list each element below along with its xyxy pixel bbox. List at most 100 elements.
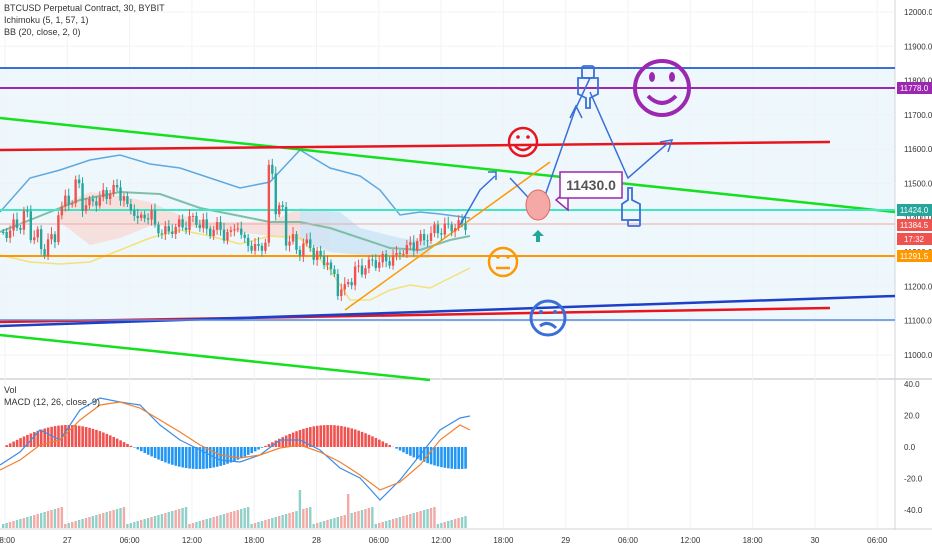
macd-hist-bar (154, 447, 157, 458)
volume-bar (54, 509, 56, 528)
volume-bar (202, 520, 204, 528)
volume-bar (226, 513, 228, 528)
volume-bar (250, 524, 252, 528)
candle-body (47, 239, 49, 256)
macd-hist-bar (112, 437, 115, 447)
candle-body (275, 174, 277, 215)
price-tick-label: 11000.0 (904, 351, 932, 360)
macd-hist-bar (451, 447, 454, 469)
price-tag[interactable]: 17:32 (897, 233, 932, 245)
candle-body (326, 262, 328, 265)
candle-body (78, 180, 80, 184)
candle-body (371, 260, 373, 261)
volume-bar (426, 509, 428, 528)
candle-body (295, 234, 297, 250)
volume-bar (392, 519, 394, 528)
price-tag[interactable]: 11291.5 (897, 250, 932, 262)
volume-bar (344, 515, 346, 528)
pullback-zone-ellipse[interactable] (526, 190, 550, 220)
candle-body (357, 266, 359, 267)
macd-hist-bar (402, 447, 405, 452)
candle-body (451, 225, 453, 232)
volume-bar (64, 524, 66, 528)
volume-bar (316, 523, 318, 528)
volume-bar (271, 518, 273, 528)
svg-text:11384.5: 11384.5 (900, 221, 929, 230)
macd-tick-label: 20.0 (904, 412, 920, 421)
macd-hist-bar (244, 447, 247, 457)
volume-bar (85, 518, 87, 528)
bb-legend[interactable]: BB (20, close, 2, 0) (4, 26, 165, 38)
candle-body (244, 235, 246, 238)
volume-bar (319, 522, 321, 528)
candle-body (433, 225, 435, 234)
volume-bar (295, 511, 297, 528)
candle-body (154, 211, 156, 225)
price-tick-label: 11600.0 (904, 145, 932, 154)
macd-axis[interactable]: 40.020.00.0-20.0-40.0 (904, 380, 923, 515)
volume-bar (78, 520, 80, 528)
symbol-title[interactable]: BTCUSD Perpetual Contract, 30, BYBIT (4, 2, 165, 14)
candle-body (344, 284, 346, 289)
price-axis[interactable]: 12000.011900.011800.011700.011600.011500… (897, 8, 932, 360)
volume-bar (454, 519, 456, 528)
macd-hist-bar (240, 447, 243, 458)
candle-body (240, 229, 242, 235)
time-tick-label: 27 (63, 536, 72, 545)
ichimoku-legend[interactable]: Ichimoku (5, 1, 57, 1) (4, 14, 165, 26)
volume-bar (106, 512, 108, 528)
candle-body (299, 250, 301, 256)
volume-bar (254, 523, 256, 528)
price-tick-label: 11100.0 (904, 317, 932, 326)
macd-hist-bar (247, 447, 250, 455)
macd-hist-bar (347, 427, 350, 447)
target-price-text: 11430.0 (566, 177, 616, 193)
candle-body (64, 196, 66, 207)
price-tag[interactable]: 11424.0 (897, 204, 932, 216)
volume-bar (47, 511, 49, 528)
candle-body (233, 229, 235, 230)
candle-body (130, 204, 132, 210)
candle-body (26, 211, 28, 212)
volume-bar (150, 517, 152, 528)
candle-body (395, 253, 397, 255)
macd-hist-bar (157, 447, 160, 460)
volume-bar (385, 521, 387, 528)
macd-hist-bar (81, 426, 84, 447)
macd-hist-bar (264, 446, 267, 447)
volume-bar (302, 509, 304, 528)
macd-hist-bar (254, 447, 257, 451)
macd-hist-bar (340, 426, 343, 447)
volume-bar (309, 507, 311, 528)
price-tag[interactable]: 11384.5 (897, 219, 932, 231)
candle-body (206, 219, 208, 228)
candle-body (16, 219, 18, 228)
volume-bar (461, 517, 463, 528)
macd-hist-bar (9, 443, 12, 447)
macd-legend[interactable]: MACD (12, 26, close, 9) (4, 396, 100, 408)
volume-bar (123, 507, 125, 528)
vol-legend[interactable]: Vol (4, 384, 100, 396)
volume-bar (19, 519, 21, 528)
time-axis[interactable]: 18:002706:0012:0018:002806:0012:0018:002… (0, 536, 888, 545)
macd-hist-bar (316, 426, 319, 447)
candle-body (302, 244, 304, 256)
macd-hist-bar (175, 447, 178, 466)
candle-body (40, 229, 42, 249)
macd-hist-bar (309, 427, 312, 447)
candle-body (71, 203, 73, 204)
volume-bar (12, 521, 14, 528)
volume-bar (140, 520, 142, 528)
volume-bar (137, 521, 139, 528)
volume-bar (247, 507, 249, 528)
price-tag[interactable]: 11778.0 (897, 82, 932, 94)
macd-hist-bar (95, 430, 98, 447)
volume-bar (244, 508, 246, 528)
volume-bar (81, 519, 83, 528)
volume-bar (92, 516, 94, 528)
candle-body (195, 216, 197, 225)
macd-hist-bar (399, 447, 402, 450)
volume-bar (330, 519, 332, 528)
